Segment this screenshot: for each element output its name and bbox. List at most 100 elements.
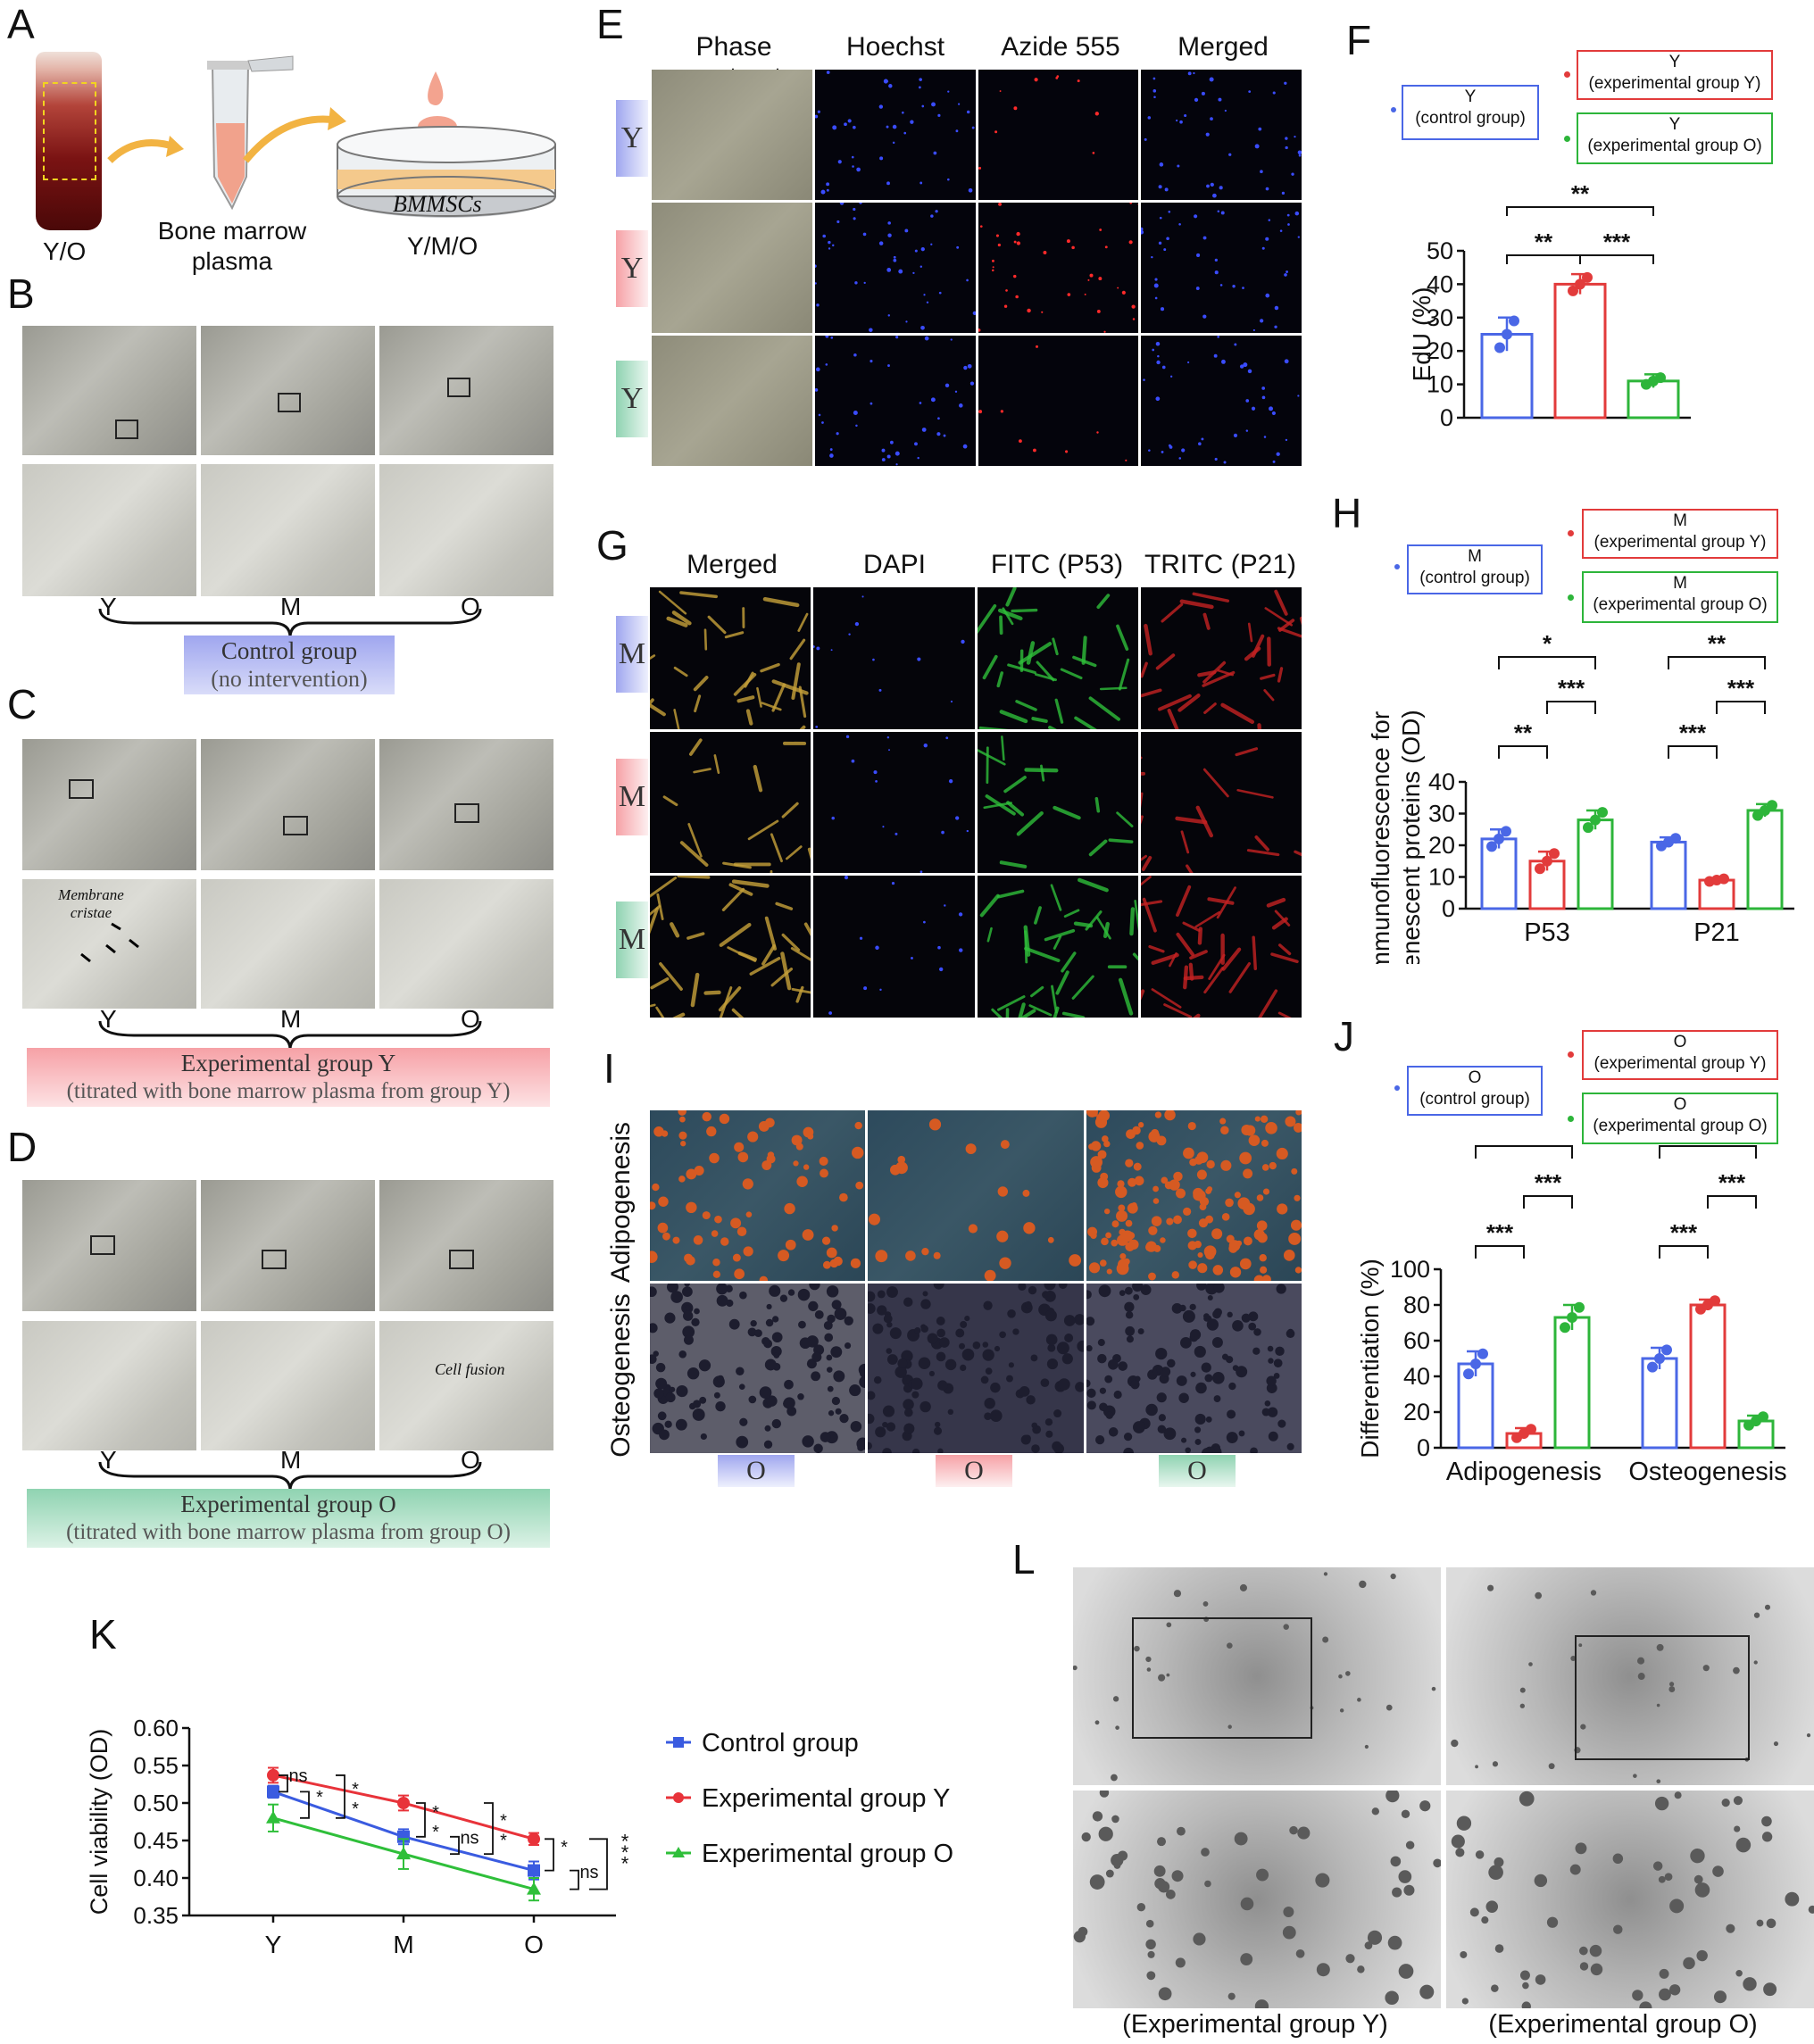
- cell-dot: [1197, 1251, 1203, 1259]
- fluorescence-dots: [978, 203, 1139, 333]
- cell-dot: [1234, 343, 1237, 346]
- cell-shape: [1217, 669, 1234, 677]
- cell-dot: [966, 278, 969, 282]
- cell-dot: [1214, 457, 1218, 461]
- fluorescence-cells: [1140, 746, 1302, 874]
- micrograph-tile: [1073, 1567, 1441, 1785]
- cell-dot: [1668, 1682, 1675, 1687]
- cell-dot: [868, 328, 873, 332]
- cell-dot: [943, 434, 946, 437]
- cell-dot: [670, 1290, 683, 1303]
- cell-shape: [1143, 623, 1152, 656]
- cell-dot: [955, 245, 959, 249]
- cell-dot: [1297, 150, 1302, 155]
- cell-dot: [862, 232, 867, 237]
- cell-dot: [868, 1302, 876, 1314]
- cell-dot: [833, 1256, 843, 1267]
- x-label: O: [461, 1005, 480, 1033]
- cell-dot: [1066, 239, 1070, 244]
- cell-dot: [854, 424, 858, 428]
- cell-dot: [827, 1314, 836, 1323]
- cell-dot: [939, 968, 944, 972]
- cell-dot: [1226, 1234, 1235, 1243]
- cell-dot: [1084, 293, 1086, 295]
- cell-shape: [672, 1012, 686, 1018]
- cell-dot: [921, 1248, 929, 1256]
- y-axis-label: senescent proteins (OD): [1397, 710, 1425, 964]
- cell-dot: [650, 1322, 658, 1333]
- cell-dot: [1234, 1832, 1248, 1846]
- cell-dot: [1182, 1309, 1195, 1323]
- cell-dot: [1785, 1891, 1800, 1907]
- cell-dot: [872, 1323, 884, 1334]
- micrograph-tile: [1141, 70, 1302, 200]
- cell-dot: [1151, 1216, 1162, 1226]
- cell-dot: [1088, 273, 1093, 278]
- cell-dot: [882, 825, 885, 827]
- data-point: [1549, 848, 1560, 860]
- cell-dot: [778, 1250, 790, 1262]
- x-label: M: [280, 1005, 302, 1033]
- cell-shape: [1246, 848, 1280, 856]
- cell-dot: [999, 90, 1002, 92]
- cell-dot: [1018, 1283, 1027, 1291]
- cell-dot: [1152, 89, 1157, 93]
- cell-dot: [1298, 154, 1302, 157]
- cell-shape: [1140, 771, 1145, 776]
- cell-dot: [1419, 1800, 1431, 1812]
- cell-dot: [872, 658, 875, 661]
- x-tick-label: O: [524, 1931, 544, 1958]
- cell-dot: [1284, 273, 1288, 277]
- cell-dot: [895, 1161, 909, 1175]
- micrograph-tile: [1140, 587, 1302, 729]
- cell-shape: [650, 877, 678, 899]
- cell-shape: [655, 1006, 665, 1018]
- cell-dot: [1195, 1283, 1207, 1291]
- significance-label: *: [352, 1799, 359, 1819]
- cell-dot: [997, 1186, 1009, 1197]
- cell-shape: [771, 683, 786, 712]
- cell-dot: [895, 463, 898, 466]
- fluorescence-dots: [814, 203, 976, 332]
- cell-shape: [736, 695, 755, 703]
- cell-dot: [1287, 213, 1290, 217]
- cell-dot: [1170, 375, 1173, 378]
- cell-dot: [1001, 1140, 1011, 1150]
- fluorescence-cells: [977, 587, 1129, 729]
- cell-dot: [824, 1333, 834, 1342]
- cell-shape: [781, 934, 801, 952]
- cell-shape: [1036, 661, 1055, 682]
- cell-dot: [1278, 1207, 1286, 1214]
- panel-label-e: E: [596, 1, 624, 47]
- cell-dot: [929, 1370, 936, 1376]
- cell-dot: [945, 1359, 957, 1370]
- cell-dot: [911, 1377, 923, 1390]
- cell-dot: [861, 595, 864, 598]
- cell-shape: [1019, 1009, 1036, 1018]
- legend-label: Experimental group Y: [702, 1784, 950, 1813]
- cell-shape: [770, 869, 773, 874]
- cell-dot: [875, 1425, 886, 1437]
- x-tick-label: Adipogenesis: [1446, 1458, 1602, 1486]
- cell-dot: [655, 1362, 666, 1372]
- cell-dot: [1184, 113, 1187, 118]
- caption-b: Control group (no intervention): [184, 636, 395, 694]
- cell-dot: [815, 367, 820, 372]
- cell-shape: [659, 962, 683, 992]
- cell-dot: [1166, 237, 1170, 241]
- cell-dot: [1086, 1289, 1092, 1299]
- cell-dot: [1221, 1213, 1230, 1221]
- cell-dot: [1253, 1275, 1264, 1281]
- cell-dot: [1180, 1437, 1186, 1443]
- blood-tube-image: [36, 52, 102, 230]
- cell-dot: [657, 1222, 669, 1234]
- cell-dot: [1481, 1916, 1489, 1924]
- cell-dot: [1081, 1832, 1091, 1842]
- significance-bracket: [1506, 254, 1581, 264]
- cell-dot: [1107, 1359, 1119, 1370]
- cell-dot: [1359, 1580, 1367, 1589]
- micrograph-tile: [813, 731, 975, 874]
- fluorescence-cells: [979, 878, 1138, 1018]
- cell-dot: [828, 1409, 835, 1416]
